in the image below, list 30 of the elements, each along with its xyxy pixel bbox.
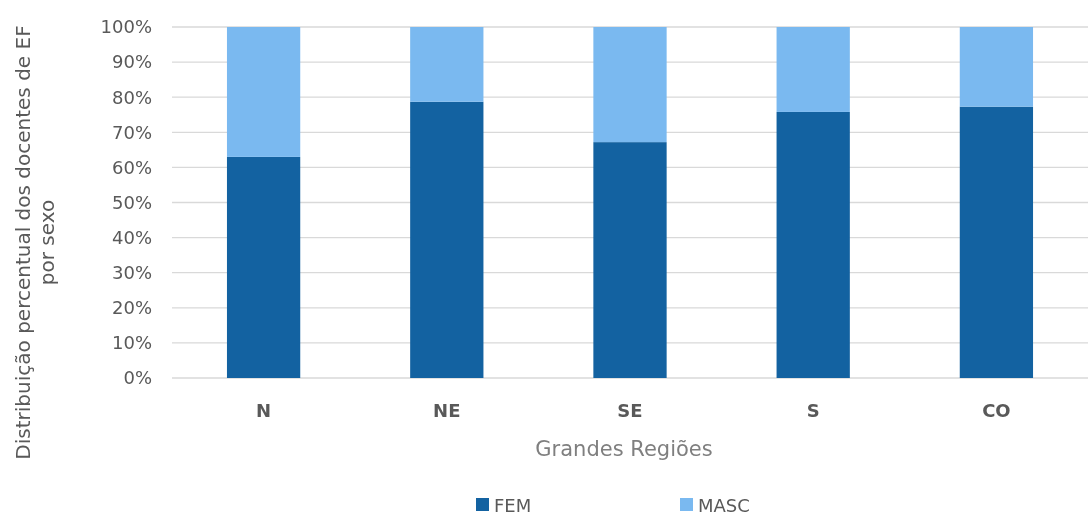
y-tick-label: 30% [111, 262, 152, 283]
y-tick-label: 90% [111, 51, 152, 73]
x-tick-label: N [256, 400, 272, 421]
x-tick-label: SE [617, 400, 643, 421]
bar [776, 27, 850, 112]
bar [959, 27, 1034, 107]
bar [226, 27, 301, 157]
y-tick-label: 0% [123, 367, 152, 389]
y-tick-label: 20% [111, 297, 152, 319]
y-tick-label: 50% [111, 191, 152, 213]
x-tick-label: S [806, 400, 820, 421]
legend-label: MASC [698, 495, 750, 516]
bar [410, 27, 484, 102]
x-tick-label: NE [433, 400, 461, 421]
y-tick-label: 40% [111, 226, 152, 248]
bar [410, 101, 484, 378]
bar [959, 106, 1034, 378]
bar [593, 27, 667, 143]
bar [226, 156, 301, 378]
x-axis-title: Grandes Regiões [535, 437, 713, 461]
y-axis-title: Distribuição percentual dos docentes de EF por sexo [11, 25, 59, 460]
x-tick-label: CO [982, 400, 1011, 421]
y-tick-label: 10% [111, 332, 152, 354]
bar [776, 111, 850, 378]
bar [593, 142, 667, 378]
y-tick-label: 100% [100, 16, 152, 38]
y-tick-label: 80% [111, 86, 152, 108]
y-tick-label: 70% [111, 121, 152, 143]
legend-label: FEM [494, 495, 532, 516]
y-tick-label: 60% [111, 156, 152, 178]
